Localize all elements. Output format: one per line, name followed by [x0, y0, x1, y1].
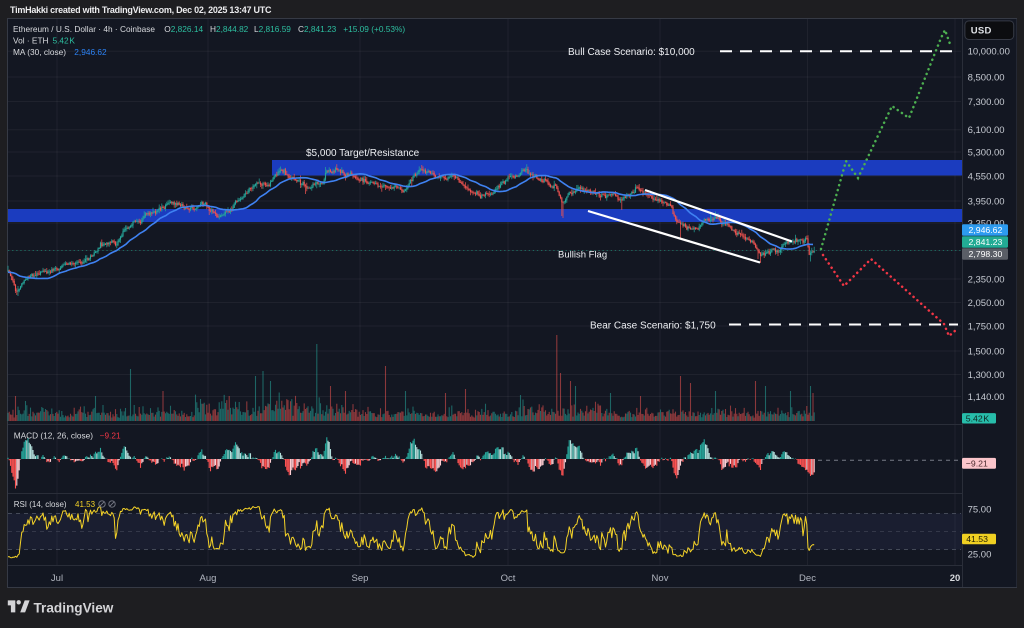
svg-text:20: 20: [950, 573, 961, 584]
svg-text:Sep: Sep: [352, 573, 369, 584]
svg-text:USD: USD: [971, 26, 992, 37]
svg-text:Oct: Oct: [501, 573, 516, 584]
svg-text:8,500.00: 8,500.00: [968, 72, 1005, 83]
svg-text:1,140.00: 1,140.00: [968, 392, 1005, 403]
svg-text:2,050.00: 2,050.00: [968, 298, 1005, 309]
svg-text:1,750.00: 1,750.00: [968, 321, 1005, 332]
svg-text:10,000.00: 10,000.00: [968, 47, 1010, 58]
svg-text:2,841.23: 2,841.23: [969, 237, 1003, 247]
svg-text:2,350.00: 2,350.00: [968, 274, 1005, 285]
svg-text:2,946.62: 2,946.62: [969, 225, 1003, 235]
svg-text:3,950.00: 3,950.00: [968, 196, 1005, 207]
svg-text:TradingView: TradingView: [34, 601, 114, 616]
svg-text:Bear Case Scenario: $1,750: Bear Case Scenario: $1,750: [590, 321, 716, 332]
svg-text:7,300.00: 7,300.00: [968, 97, 1005, 108]
svg-text:Dec: Dec: [799, 573, 816, 584]
svg-text:1,500.00: 1,500.00: [968, 346, 1005, 357]
svg-text:75.00: 75.00: [968, 504, 992, 515]
svg-text:3,350.00: 3,350.00: [968, 218, 1005, 229]
svg-text:6,100.00: 6,100.00: [968, 125, 1005, 136]
svg-text:1,300.00: 1,300.00: [968, 370, 1005, 381]
svg-text:4,550.00: 4,550.00: [968, 171, 1005, 182]
svg-text:TimHakki created with TradingV: TimHakki created with TradingView.com, D…: [10, 5, 272, 15]
svg-text:5,300.00: 5,300.00: [968, 147, 1005, 158]
svg-text:Jul: Jul: [51, 573, 63, 584]
svg-text:$5,000 Target/Resistance: $5,000 Target/Resistance: [306, 148, 420, 159]
svg-text:Aug: Aug: [200, 573, 217, 584]
svg-text:Bullish Flag: Bullish Flag: [558, 250, 607, 261]
svg-text:−9.21: −9.21: [966, 459, 988, 469]
svg-text:MACD (12, 26, close)−9.21: MACD (12, 26, close) −9.21: [14, 430, 121, 440]
svg-text:25.00: 25.00: [968, 549, 992, 560]
svg-text:RSI (14, close)41.53: RSI (14, close) 41.53: [14, 500, 96, 509]
svg-text:Nov: Nov: [652, 573, 669, 584]
svg-text:2,798.30: 2,798.30: [969, 249, 1003, 259]
svg-text:5.42 K: 5.42 K: [966, 414, 990, 424]
svg-text:Ethereum / U.S. Dollar · 4h ·: Ethereum / U.S. Dollar · 4h · Coinbase O2…: [13, 24, 405, 34]
svg-text:41.53: 41.53: [966, 534, 988, 544]
svg-text:Bull Case Scenario: $10,000: Bull Case Scenario: $10,000: [568, 47, 695, 58]
svg-text:MA (30, close)2,946.62: MA (30, close) 2,946.62: [13, 47, 107, 57]
